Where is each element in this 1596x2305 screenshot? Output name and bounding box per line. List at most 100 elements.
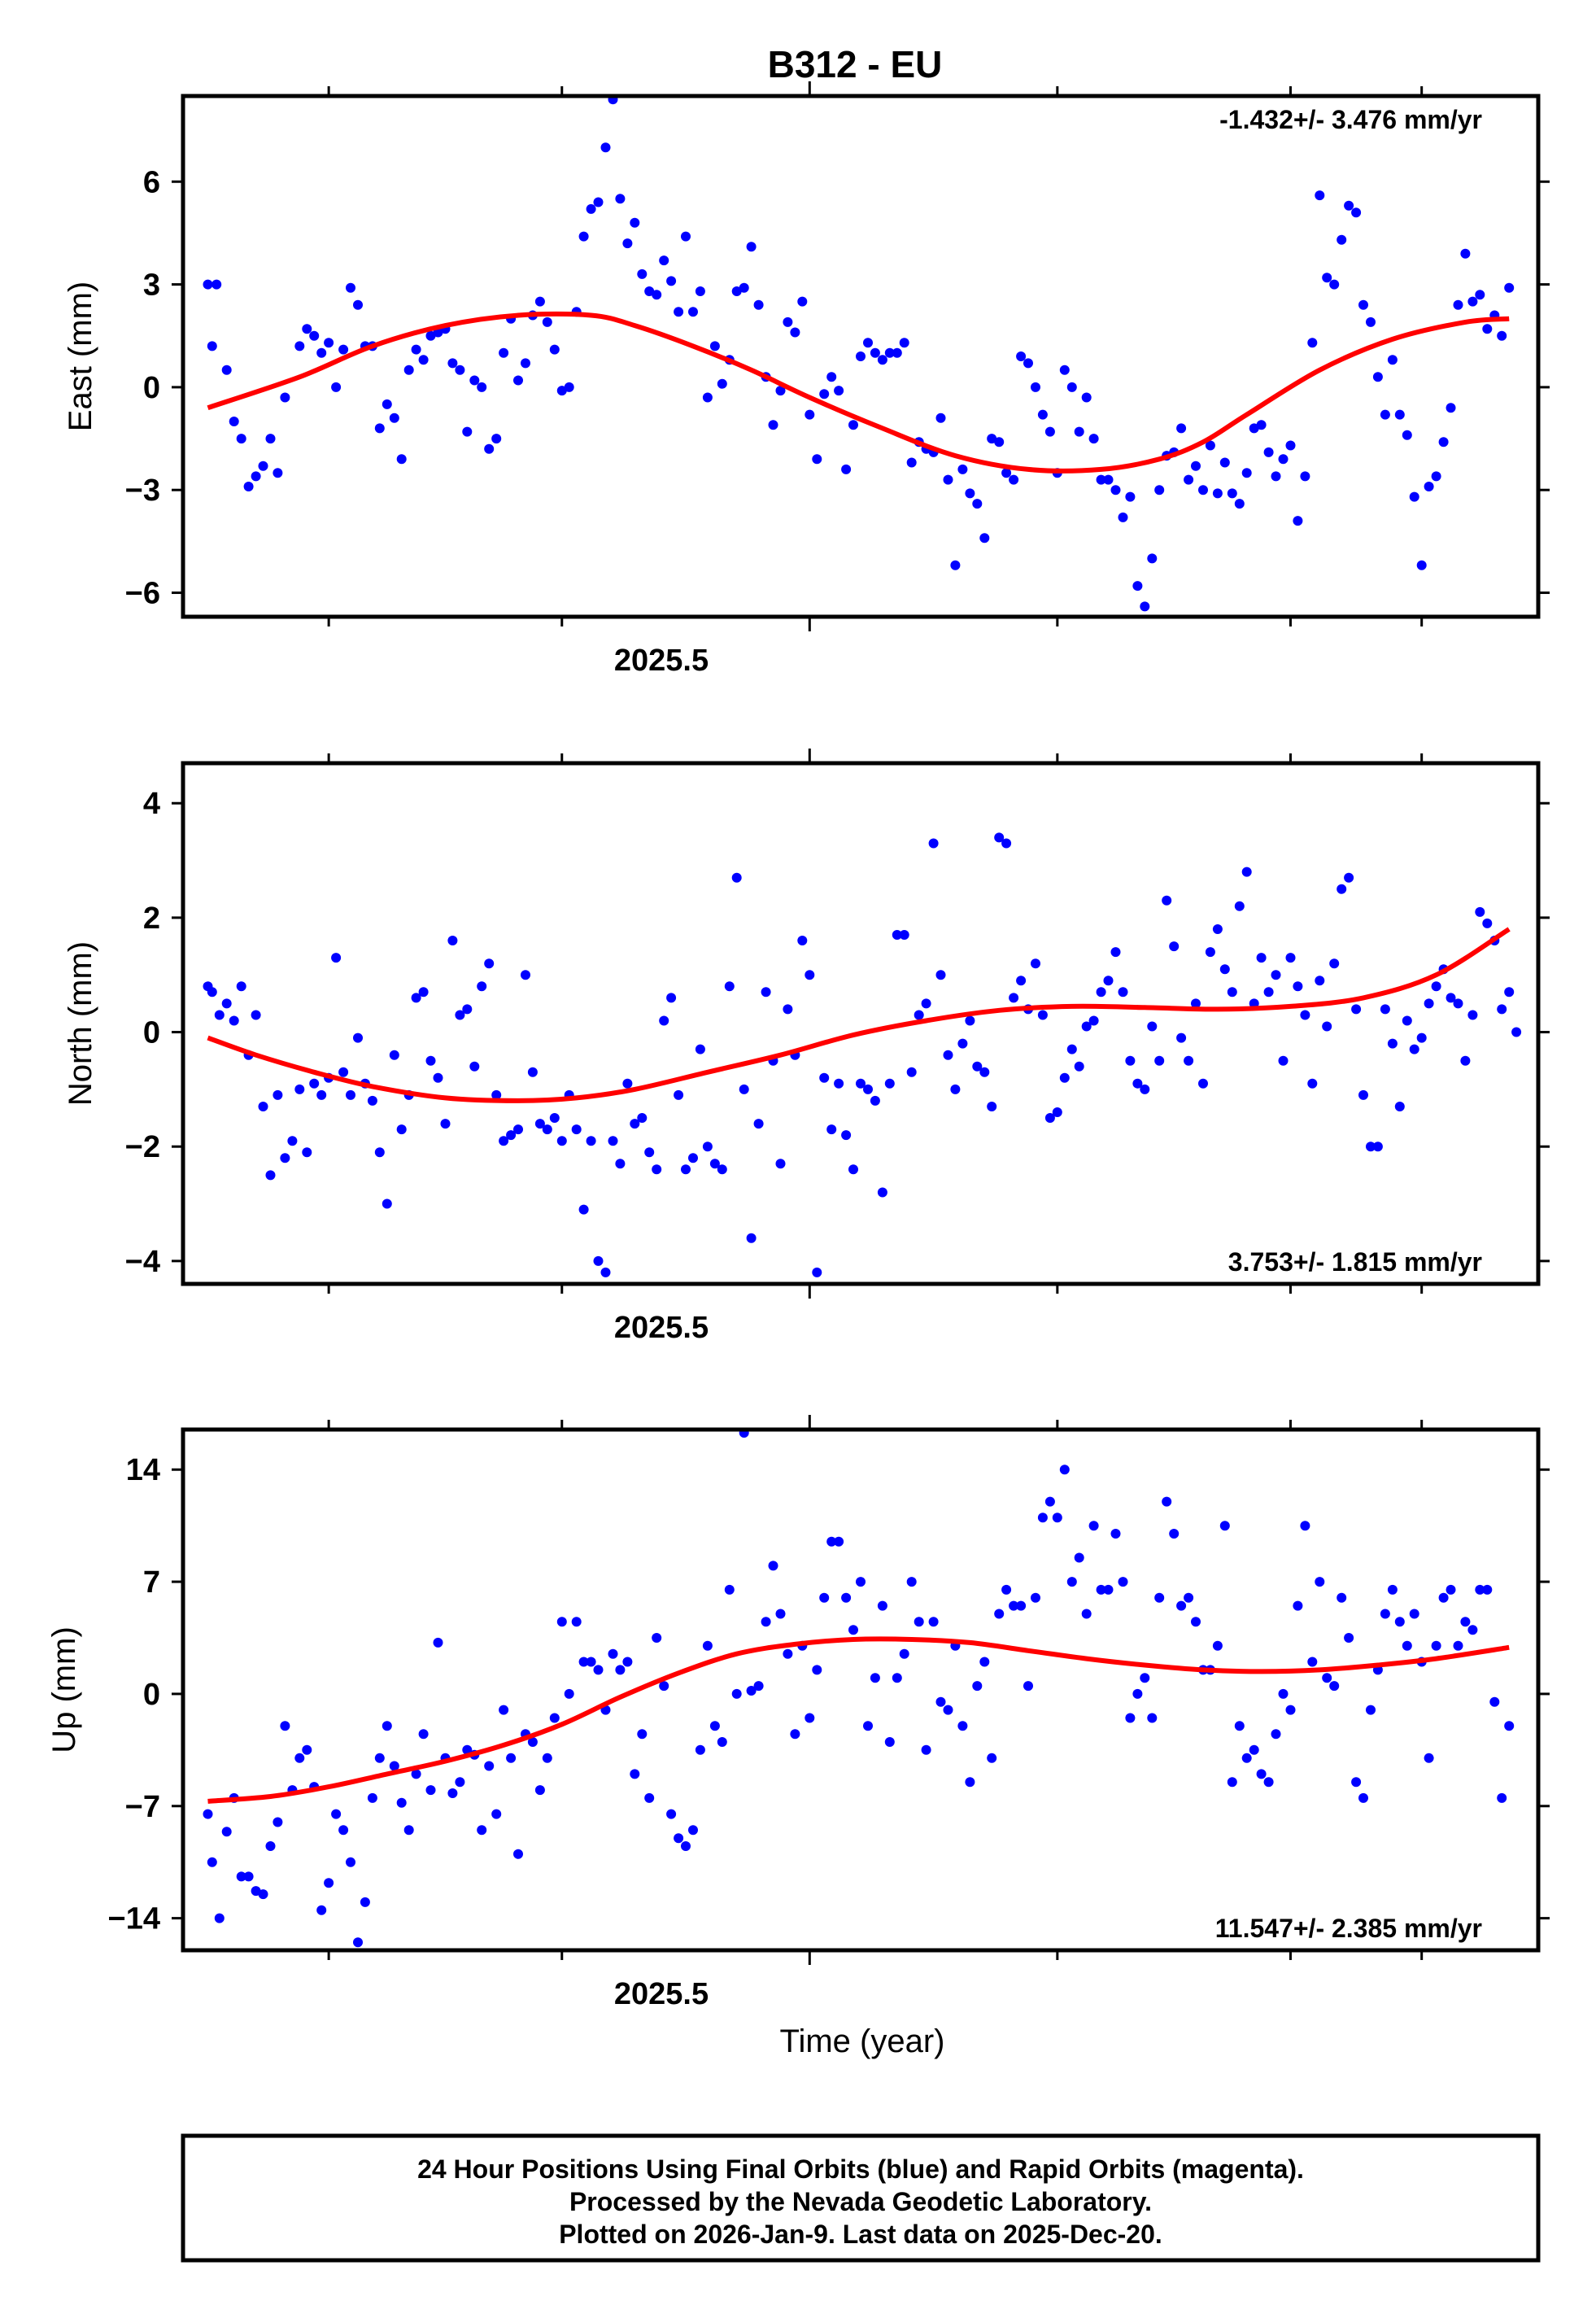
east-data-point xyxy=(1184,474,1194,485)
east-data-point xyxy=(1467,296,1478,307)
up-data-point xyxy=(382,1721,392,1731)
north-data-point xyxy=(1132,1078,1143,1089)
east-data-point xyxy=(1118,512,1128,522)
east-data-point xyxy=(1438,437,1449,447)
up-data-point xyxy=(265,1841,276,1851)
north-ytick-label: 4 xyxy=(143,787,160,821)
footer-box: 24 Hour Positions Using Final Orbits (bl… xyxy=(181,2133,1541,2263)
east-data-point xyxy=(659,255,669,266)
up-data-point xyxy=(1103,1584,1114,1595)
east-data-point xyxy=(709,341,720,351)
east-data-point xyxy=(622,238,633,249)
up-data-point xyxy=(899,1648,909,1659)
up-data-point xyxy=(1351,1777,1362,1788)
east-data-point xyxy=(834,386,844,396)
east-data-point xyxy=(666,276,677,286)
up-data-point xyxy=(593,1665,604,1675)
north-data-point xyxy=(1016,976,1027,986)
north-data-point xyxy=(207,987,217,998)
up-data-point xyxy=(527,1737,538,1747)
up-data-point xyxy=(1307,1657,1318,1667)
up-data-point xyxy=(1059,1465,1070,1475)
east-data-point xyxy=(1263,447,1274,457)
up-data-point xyxy=(637,1729,648,1740)
north-data-point xyxy=(775,1159,786,1169)
panel-east: 630−3−6 East (mm) -1.432+/- 3.476 mm/yr … xyxy=(63,81,1550,678)
up-data-point xyxy=(1001,1584,1012,1595)
north-data-point xyxy=(739,1084,749,1094)
footer-line-3: Plotted on 2026-Jan-9. Last data on 2025… xyxy=(559,2220,1162,2249)
north-data-point xyxy=(717,1164,727,1175)
up-data-point xyxy=(389,1761,399,1771)
up-data-point xyxy=(1037,1513,1048,1523)
north-data-point xyxy=(265,1170,276,1181)
up-data-point xyxy=(484,1761,495,1771)
east-data-point xyxy=(1453,299,1463,310)
north-data-point xyxy=(797,936,808,945)
north-data-point xyxy=(251,1010,261,1020)
east-data-point xyxy=(812,454,822,465)
up-data-point xyxy=(221,1827,232,1837)
east-data-point xyxy=(455,365,465,375)
north-data-point xyxy=(834,1078,844,1089)
up-xtick-label: 2025.5 xyxy=(614,1977,709,2011)
north-data-point xyxy=(499,1136,509,1146)
up-data-point xyxy=(506,1753,517,1763)
east-data-point xyxy=(768,420,778,430)
north-data-point xyxy=(411,993,421,1003)
up-data-point xyxy=(549,1713,560,1723)
up-points xyxy=(203,1428,1515,1948)
north-data-point xyxy=(935,970,946,980)
north-data-point xyxy=(841,1130,852,1141)
east-data-point xyxy=(870,347,880,358)
north-data-point xyxy=(1081,1021,1092,1032)
east-xtick-label: 2025.5 xyxy=(614,644,709,678)
north-data-point xyxy=(783,1004,793,1015)
north-data-point xyxy=(571,1124,582,1135)
east-data-point xyxy=(484,443,495,454)
north-data-point xyxy=(1110,947,1121,958)
east-data-point xyxy=(957,464,968,474)
up-ytick-label: −14 xyxy=(108,1902,160,1936)
north-frame xyxy=(181,761,1541,1286)
north-data-point xyxy=(425,1055,436,1066)
up-data-point xyxy=(688,1825,698,1836)
north-data-point xyxy=(950,1084,961,1094)
east-data-point xyxy=(1227,488,1237,499)
east-data-point xyxy=(1031,382,1040,392)
east-data-point xyxy=(1409,491,1419,502)
east-data-point xyxy=(783,317,793,327)
north-data-point xyxy=(746,1233,757,1243)
up-data-point xyxy=(374,1753,385,1763)
north-data-point xyxy=(615,1159,626,1169)
east-data-point xyxy=(251,471,261,482)
north-data-point xyxy=(1387,1038,1398,1049)
east-data-point xyxy=(1307,338,1318,348)
north-data-point xyxy=(593,1255,604,1266)
up-data-point xyxy=(425,1785,436,1796)
up-data-point xyxy=(1176,1600,1187,1611)
east-data-point xyxy=(1329,279,1340,290)
up-data-point xyxy=(994,1609,1005,1619)
east-data-point xyxy=(987,434,997,444)
north-data-point xyxy=(462,1004,473,1015)
up-data-point xyxy=(702,1640,713,1651)
up-data-point xyxy=(826,1536,837,1547)
east-data-point xyxy=(994,437,1005,447)
east-data-point xyxy=(863,338,873,348)
up-data-point xyxy=(353,1937,363,1948)
east-data-point xyxy=(979,533,990,544)
up-data-point xyxy=(477,1825,487,1836)
north-data-point xyxy=(709,1159,720,1169)
up-data-point xyxy=(921,1744,931,1755)
up-data-point xyxy=(1329,1681,1340,1692)
up-data-point xyxy=(564,1688,574,1699)
up-data-point xyxy=(884,1737,895,1747)
up-data-point xyxy=(571,1617,582,1627)
east-data-point xyxy=(1372,372,1383,382)
north-data-point xyxy=(586,1136,596,1146)
north-data-point xyxy=(280,1153,290,1163)
east-data-point xyxy=(797,296,808,307)
up-data-point xyxy=(346,1857,355,1867)
up-data-point xyxy=(236,1871,246,1882)
